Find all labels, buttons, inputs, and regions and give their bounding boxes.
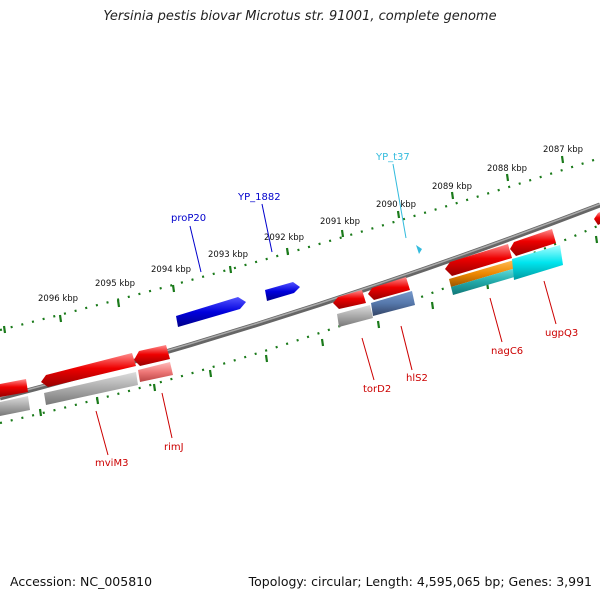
kbp-label-2093: 2093 kbp xyxy=(208,250,248,260)
outer-tick-track xyxy=(0,156,600,332)
genome-summary-text: Topology: circular; Length: 4,595,065 bp… xyxy=(248,574,592,589)
kbp-label-2096: 2096 kbp xyxy=(38,294,78,304)
gene-right-edge[interactable] xyxy=(594,212,600,225)
cds-mviM3[interactable] xyxy=(44,372,138,405)
gene-rimJ[interactable] xyxy=(134,345,170,366)
gene-proP20[interactable] xyxy=(176,297,246,327)
kbp-label-2091: 2091 kbp xyxy=(320,217,360,227)
cds-hlS2[interactable] xyxy=(371,291,415,316)
cds-torD2[interactable] xyxy=(337,305,373,327)
cds-ugpQ3[interactable] xyxy=(512,245,563,280)
gene-YP_1882[interactable] xyxy=(265,282,300,301)
label-YP_1882: YP_1882 xyxy=(237,192,281,203)
label-rimJ: rimJ xyxy=(164,442,184,453)
gene-hlS2[interactable] xyxy=(368,277,410,300)
label-proP20: proP20 xyxy=(171,213,206,224)
gene-nagC6[interactable] xyxy=(445,244,512,276)
kbp-label-2094: 2094 kbp xyxy=(151,265,191,275)
trna-YP_t37[interactable] xyxy=(416,245,422,254)
accession-text: Accession: NC_005810 xyxy=(10,574,153,589)
kbp-label-2087: 2087 kbp xyxy=(543,145,583,155)
kbp-label-2092: 2092 kbp xyxy=(264,233,304,243)
kbp-label-2090: 2090 kbp xyxy=(376,200,416,210)
label-ugpQ3: ugpQ3 xyxy=(545,328,578,339)
gene-left-edge[interactable] xyxy=(0,379,28,397)
kbp-label-2089: 2089 kbp xyxy=(432,182,472,192)
label-hlS2: hlS2 xyxy=(406,373,428,384)
gene-mviM3[interactable] xyxy=(41,353,136,387)
cds-rimJ[interactable] xyxy=(138,362,173,382)
gene-torD2[interactable] xyxy=(333,290,366,309)
label-YP_t37: YP_t37 xyxy=(375,152,410,163)
outer-major-ticks xyxy=(2,155,565,334)
gene-ugpQ3[interactable] xyxy=(510,229,556,256)
label-torD2: torD2 xyxy=(363,384,391,395)
page-title: Yersinia pestis biovar Microtus str. 910… xyxy=(103,9,497,24)
label-mviM3: mviM3 xyxy=(95,458,128,469)
label-nagC6: nagC6 xyxy=(491,346,523,357)
cds-left-edge[interactable] xyxy=(0,396,30,416)
cds-nagC6-orange[interactable] xyxy=(449,260,516,287)
kbp-label-2088: 2088 kbp xyxy=(487,164,527,174)
leader-lines xyxy=(95,163,557,456)
cds-nagC6-teal[interactable] xyxy=(451,268,518,295)
kbp-label-2095: 2095 kbp xyxy=(95,279,135,289)
